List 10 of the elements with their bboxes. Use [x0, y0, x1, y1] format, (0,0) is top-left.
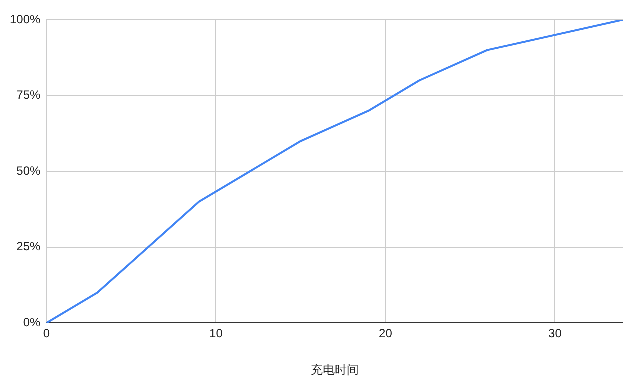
y-tick-label: 50% [16, 164, 42, 178]
y-tick-label: 25% [16, 240, 42, 254]
x-axis-title: 充电时间 [310, 363, 359, 378]
y-tick-label: 0% [23, 316, 42, 330]
x-tick-label: 0 [43, 326, 50, 341]
y-tick-label: 75% [16, 88, 42, 102]
y-tick-label: 100% [10, 12, 42, 26]
x-tick-label: 30 [548, 326, 562, 341]
x-tick-label: 10 [210, 326, 224, 341]
x-tick-label: 20 [379, 326, 393, 341]
